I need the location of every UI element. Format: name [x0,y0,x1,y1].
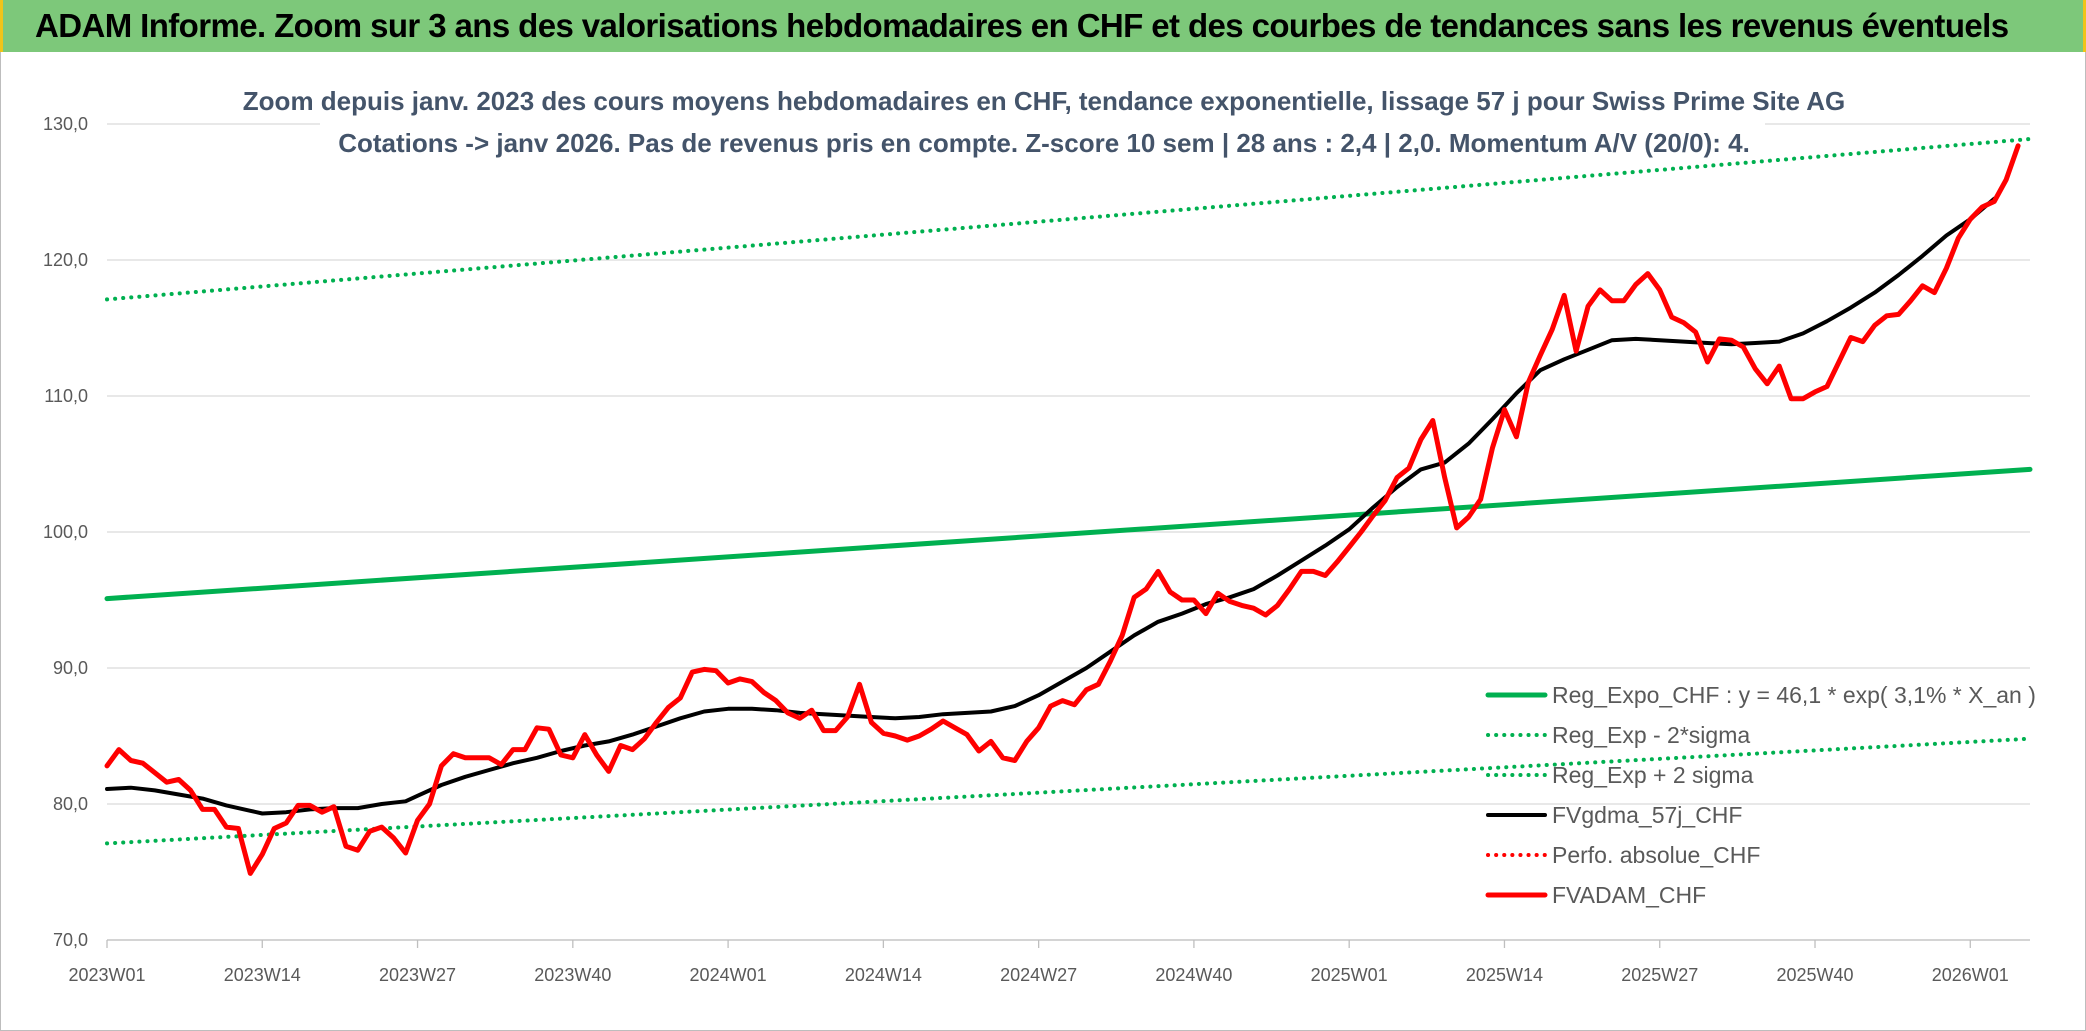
y-tick-label: 90,0 [53,658,88,678]
series-lines [104,137,2033,876]
x-tick-label: 2025W40 [1776,965,1853,985]
x-tick-label: 2025W01 [1311,965,1388,985]
x-tick-label: 2025W27 [1621,965,1698,985]
chart-subtitle-line1: Zoom depuis janv. 2023 des cours moyens … [243,86,1845,116]
x-tick-label: 2023W14 [224,965,301,985]
series-line-0 [104,466,2033,602]
legend-label: FVADAM_CHF [1552,882,1706,908]
x-tick-label: 2025W14 [1466,965,1543,985]
x-axis-ticks: 2023W01 2023W14 2023W27 2023W40 2024W01 2024W… [68,940,2009,985]
x-tick-label: 2023W01 [68,965,145,985]
series-line-2 [105,137,2032,302]
legend-label: Perfo. absolue_CHF [1552,842,1760,868]
series-line-5 [104,143,2021,876]
y-axis-ticks: 70,0 80,0 90,0 100,0 110,0 120,0 130,0 [43,114,88,950]
y-tick-label: 70,0 [53,930,88,950]
legend-label: Reg_Expo_CHF : y = 46,1 * exp( 3,1% * X_… [1552,682,2036,708]
page-title: ADAM Informe. Zoom sur 3 ans des valoris… [35,7,2009,44]
x-tick-label: 2026W01 [1932,965,2009,985]
series-line-3 [105,196,1997,816]
legend-label: Reg_Exp + 2 sigma [1552,762,1754,788]
legend-label: FVgdma_57j_CHF [1552,802,1742,828]
y-tick-label: 130,0 [43,114,88,134]
x-tick-label: 2024W40 [1155,965,1232,985]
chart-subtitle-line2: Cotations -> janv 2026. Pas de revenus p… [338,128,1750,158]
y-tick-label: 120,0 [43,250,88,270]
series-line-1 [105,736,2032,846]
subtitle-background [320,82,1765,168]
x-tick-label: 2024W14 [845,965,922,985]
x-tick-label: 2023W40 [534,965,611,985]
legend-label: Reg_Exp - 2*sigma [1552,722,1750,748]
x-tick-label: 2023W27 [379,965,456,985]
x-tick-label: 2024W27 [1000,965,1077,985]
title-banner: ADAM Informe. Zoom sur 3 ans des valoris… [0,0,2086,52]
y-tick-label: 100,0 [43,522,88,542]
x-tick-label: 2024W01 [690,965,767,985]
legend: Reg_Expo_CHF : y = 46,1 * exp( 3,1% * X_… [1485,682,2036,908]
y-tick-label: 80,0 [53,794,88,814]
y-tick-label: 110,0 [44,386,88,406]
